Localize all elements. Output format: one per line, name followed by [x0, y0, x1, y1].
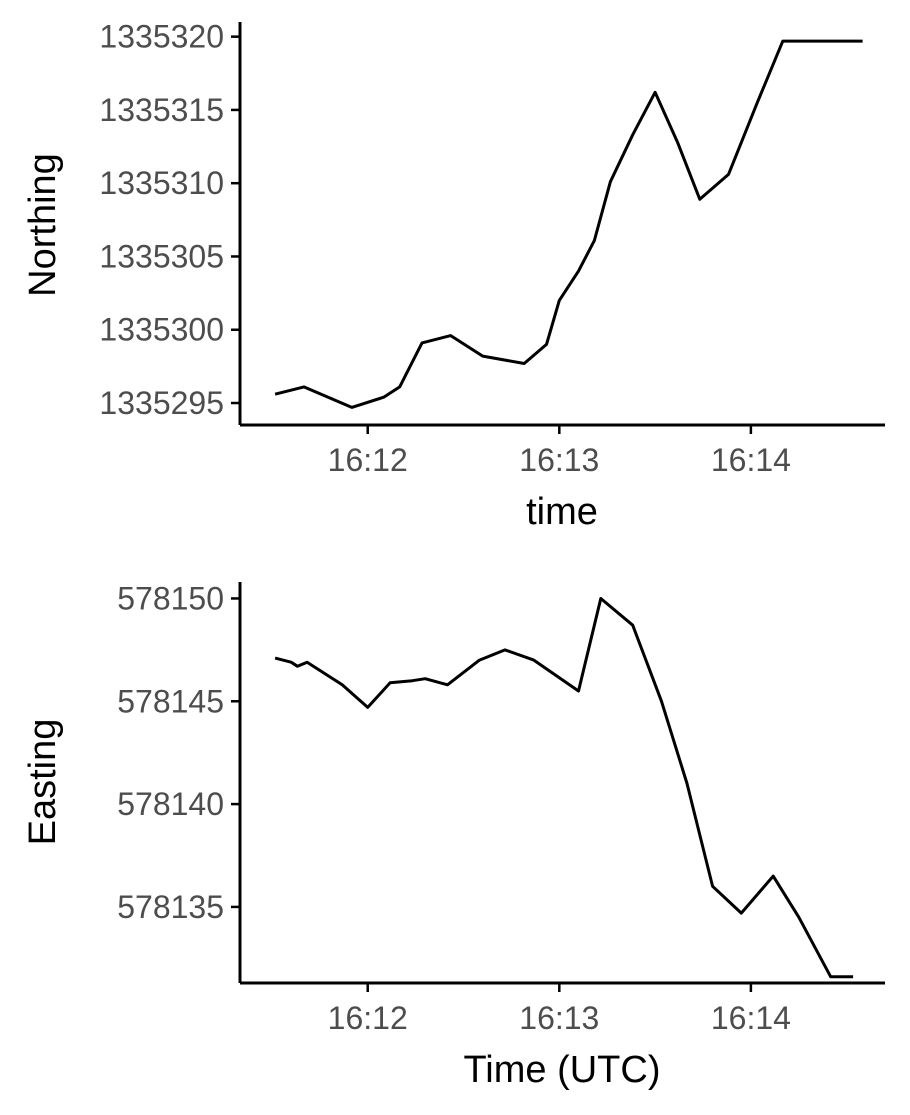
- y-tick-label: 1335310: [99, 165, 224, 201]
- x-tick-label: 16:13: [519, 1000, 599, 1036]
- time-utc-axis-title: Time (UTC): [464, 1049, 661, 1091]
- x-tick-label: 16:14: [711, 1000, 791, 1036]
- x-tick-label: 16:12: [328, 1000, 408, 1036]
- series-line: [274, 39, 863, 409]
- y-tick-label: 1335320: [99, 19, 224, 55]
- y-tick-label: 1335300: [99, 312, 224, 348]
- x-tick-label: 16:12: [328, 442, 408, 478]
- northing-panel: Northing time 1335295 1335300 1335305 13353…: [22, 19, 885, 533]
- time-axis-title: time: [526, 491, 598, 533]
- y-tick-label: 1335305: [99, 238, 224, 274]
- x-tick-label: 16:13: [519, 442, 599, 478]
- series-line: [274, 597, 854, 979]
- y-tick-label: 578145: [117, 683, 224, 719]
- y-tick-label: 1335295: [99, 385, 224, 421]
- northing-axis-title: Northing: [22, 153, 64, 297]
- y-tick-label: 578140: [117, 786, 224, 822]
- y-tick-label: 578150: [117, 580, 224, 616]
- y-tick-label: 1335315: [99, 92, 224, 128]
- x-tick-label: 16:14: [711, 442, 791, 478]
- y-tick-label: 578135: [117, 889, 224, 925]
- easting-axis-title: Easting: [22, 719, 64, 846]
- easting-panel: Easting Time (UTC) 578135 578140 578145 578…: [22, 580, 885, 1091]
